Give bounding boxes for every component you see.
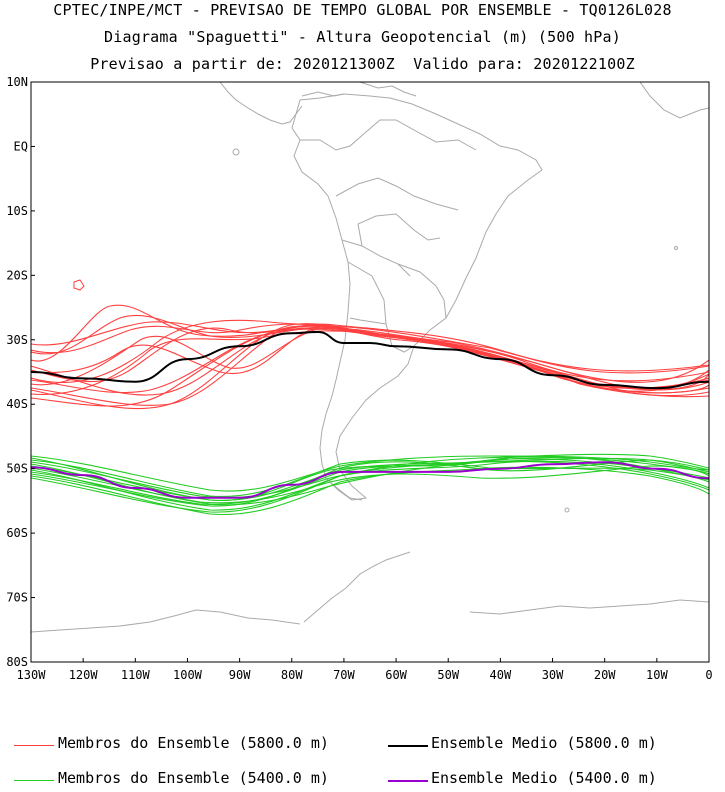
legend-label-member-5800: Membros do Ensemble (5800.0 m) <box>58 734 329 752</box>
legend-line-mean-5800 <box>388 745 428 747</box>
lon-label: 130W <box>17 668 47 682</box>
spaghetti-map: 10N EQ 10S 20S 30S 40S 50S 60S 70S 80S 130W 120W 11… <box>6 75 712 682</box>
lat-label: 30S <box>6 333 28 347</box>
header-line-3: Previsao a partir de: 2020121300Z Valido… <box>90 55 635 73</box>
lat-label: 10N <box>6 75 28 89</box>
ensemble-mean-5400-line <box>31 461 709 499</box>
lat-label: 60S <box>6 526 28 540</box>
map-frame <box>30 81 710 663</box>
lon-label: 110W <box>121 668 151 682</box>
lon-label: 0 <box>705 668 712 682</box>
legend-label-mean-5400: Ensemble Medio (5400.0 m) <box>431 769 657 787</box>
lon-label: 90W <box>229 668 251 682</box>
lon-label: 60W <box>385 668 407 682</box>
lat-label: 70S <box>6 591 28 605</box>
lon-label: 80W <box>281 668 303 682</box>
legend-label-mean-5800: Ensemble Medio (5800.0 m) <box>431 734 657 752</box>
header-line-1: CPTEC/INPE/MCT - PREVISAO DE TEMPO GLOBA… <box>53 1 672 19</box>
ensemble-mean-5800-line <box>31 330 709 390</box>
legend-line-mean-5400 <box>388 780 428 782</box>
legend-line-member-5400 <box>14 780 54 781</box>
header-line-2: Diagrama "Spaguetti" - Altura Geopotenci… <box>104 28 621 46</box>
lat-label: EQ <box>14 139 28 153</box>
lon-label: 30W <box>542 668 564 682</box>
lon-label: 10W <box>646 668 668 682</box>
lat-label: 10S <box>6 204 28 218</box>
lon-label: 40W <box>490 668 512 682</box>
lon-label: 50W <box>437 668 459 682</box>
legend-label-member-5400: Membros do Ensemble (5400.0 m) <box>58 769 329 787</box>
lon-label: 100W <box>173 668 203 682</box>
lon-label: 120W <box>69 668 99 682</box>
lon-label: 70W <box>333 668 355 682</box>
lon-label: 20W <box>594 668 616 682</box>
lat-label: 80S <box>6 655 28 669</box>
lat-label: 20S <box>6 268 28 282</box>
lat-label: 40S <box>6 397 28 411</box>
members-5800 <box>31 304 709 410</box>
lat-label: 50S <box>6 462 28 476</box>
members-5400 <box>31 453 709 516</box>
legend-line-member-5800 <box>14 745 54 746</box>
coastlines <box>31 82 709 633</box>
